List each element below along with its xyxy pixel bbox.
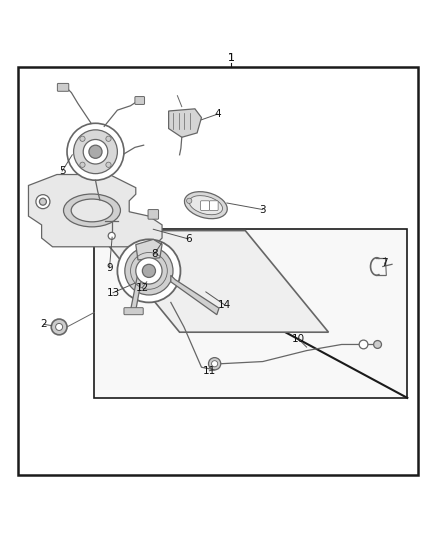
Circle shape xyxy=(374,341,381,349)
Circle shape xyxy=(56,324,63,330)
Text: 12: 12 xyxy=(136,282,149,293)
Polygon shape xyxy=(171,275,219,314)
Circle shape xyxy=(89,145,102,158)
Polygon shape xyxy=(169,109,201,138)
Text: 2: 2 xyxy=(40,319,47,329)
Circle shape xyxy=(106,136,111,141)
Circle shape xyxy=(83,140,108,164)
Circle shape xyxy=(212,361,218,367)
Circle shape xyxy=(359,340,368,349)
Circle shape xyxy=(51,319,67,335)
FancyBboxPatch shape xyxy=(148,209,159,219)
Polygon shape xyxy=(131,262,145,310)
Circle shape xyxy=(108,232,115,239)
Text: 1: 1 xyxy=(228,53,235,63)
Text: 6: 6 xyxy=(185,234,192,244)
Circle shape xyxy=(117,239,180,302)
Ellipse shape xyxy=(189,196,223,215)
Text: 14: 14 xyxy=(218,300,231,310)
Ellipse shape xyxy=(64,194,120,227)
Text: 4: 4 xyxy=(214,109,221,119)
Circle shape xyxy=(142,264,155,278)
Text: 7: 7 xyxy=(381,258,388,268)
Circle shape xyxy=(74,130,117,174)
Text: 10: 10 xyxy=(292,334,305,344)
FancyBboxPatch shape xyxy=(201,201,209,211)
FancyBboxPatch shape xyxy=(124,308,143,314)
Circle shape xyxy=(136,258,162,284)
Circle shape xyxy=(39,198,46,205)
Text: 5: 5 xyxy=(59,166,66,176)
Text: 8: 8 xyxy=(151,249,158,259)
Text: 13: 13 xyxy=(106,288,120,298)
Polygon shape xyxy=(28,174,162,247)
Text: 3: 3 xyxy=(259,205,266,215)
Circle shape xyxy=(80,162,85,167)
Circle shape xyxy=(187,198,192,204)
Circle shape xyxy=(125,247,173,295)
Polygon shape xyxy=(136,239,162,260)
Circle shape xyxy=(67,123,124,180)
Text: 11: 11 xyxy=(203,366,216,376)
Text: 1: 1 xyxy=(228,53,235,63)
FancyBboxPatch shape xyxy=(135,96,145,104)
Bar xyxy=(94,229,407,398)
Circle shape xyxy=(36,195,50,209)
Circle shape xyxy=(80,136,85,141)
Polygon shape xyxy=(96,231,328,332)
Ellipse shape xyxy=(71,199,113,222)
Circle shape xyxy=(106,162,111,167)
Ellipse shape xyxy=(184,192,227,219)
Text: 9: 9 xyxy=(106,263,113,273)
FancyBboxPatch shape xyxy=(57,84,69,91)
Circle shape xyxy=(208,358,221,370)
FancyBboxPatch shape xyxy=(209,201,218,211)
